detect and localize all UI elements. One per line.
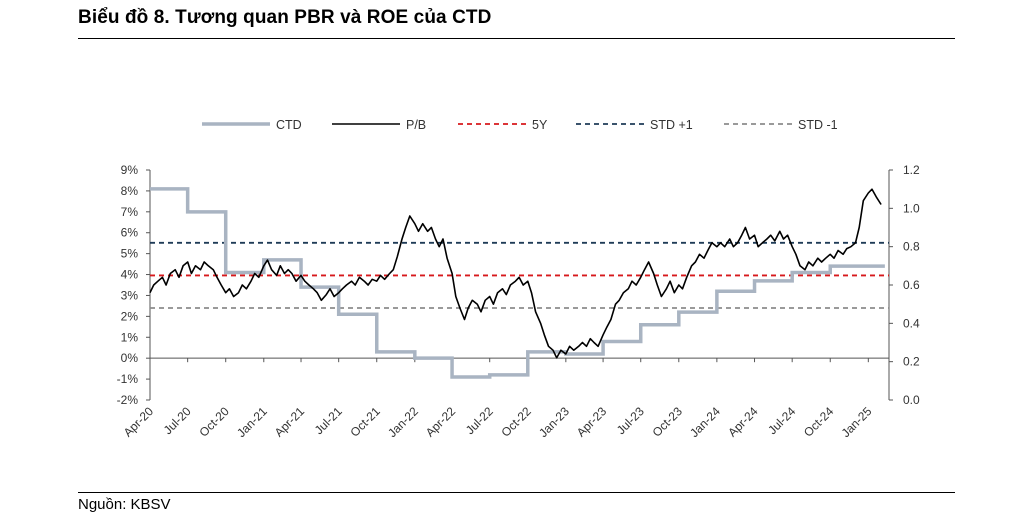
x-tick-label: Jul-24 [765,404,798,437]
right-tick-label: 0.2 [903,355,920,369]
x-tick-label: Oct-21 [348,404,384,440]
x-tick-label: Jul-23 [614,404,647,437]
series-ctd-line [150,187,885,379]
x-tick-label: Oct-23 [650,404,686,440]
x-tick-label: Oct-20 [196,404,232,440]
x-tick-label: Apr-24 [725,404,761,440]
right-tick-label: 0.0 [903,393,920,407]
x-tick-label: Jan-24 [687,404,723,440]
x-tick-label: Apr-23 [574,404,610,440]
left-tick-label: -2% [117,393,139,407]
legend-label-5y: 5Y [532,118,548,132]
left-tick-label: 7% [121,205,139,219]
right-tick-label: 1.2 [903,163,920,177]
bottom-divider [78,492,955,493]
left-tick-label: 3% [121,288,139,302]
right-tick-label: 0.4 [903,316,920,330]
chart-legend: CTD P/B 5Y STD +1 STD -1 [202,118,838,132]
right-tick-label: 1.0 [903,201,920,215]
x-tick-label: Oct-24 [801,404,837,440]
legend-label-std-1: STD -1 [798,118,838,132]
x-tick-label: Jan-23 [536,404,572,440]
chart-title: Biểu đồ 8. Tương quan PBR và ROE của CTD [78,7,492,28]
reference-lines [150,241,889,309]
left-tick-label: 6% [121,226,139,240]
legend-label-p-b: P/B [406,118,426,132]
left-tick-label: 9% [121,163,139,177]
x-tick-label: Jan-21 [234,404,270,440]
legend-label-ctd: CTD [276,118,302,132]
left-tick-label: 2% [121,309,139,323]
x-tick-label: Jan-22 [385,404,421,440]
series-pb-line [149,188,882,359]
left-tick-label: 0% [121,351,139,365]
x-tick-label: Jul-20 [161,404,194,437]
right-tick-label: 0.8 [903,240,920,254]
x-tick-label: Oct-22 [499,404,535,440]
x-tick-label: Jan-25 [839,404,875,440]
series-lines [149,187,885,379]
x-tick-label: Jul-22 [463,404,496,437]
left-tick-label: 4% [121,268,139,282]
left-tick-label: -1% [117,372,139,386]
top-divider [78,38,955,39]
x-tick-label: Jul-21 [312,404,345,437]
x-tick-label: Apr-22 [423,404,459,440]
chart-axes: 9% 8% 7% 6% 5% 4% 3% 2% 1% 0% -1% -2% 1.2 1.0 0.8 0.6 0.… [117,163,920,440]
left-tick-label: 5% [121,247,139,261]
right-tick-label: 0.6 [903,278,920,292]
left-tick-label: 8% [121,184,139,198]
left-tick-label: 1% [121,330,139,344]
legend-label-std-1: STD +1 [650,118,693,132]
x-tick-label: Apr-20 [121,404,157,440]
source-note: Nguồn: KBSV [78,496,171,513]
x-tick-label: Apr-21 [272,404,308,440]
